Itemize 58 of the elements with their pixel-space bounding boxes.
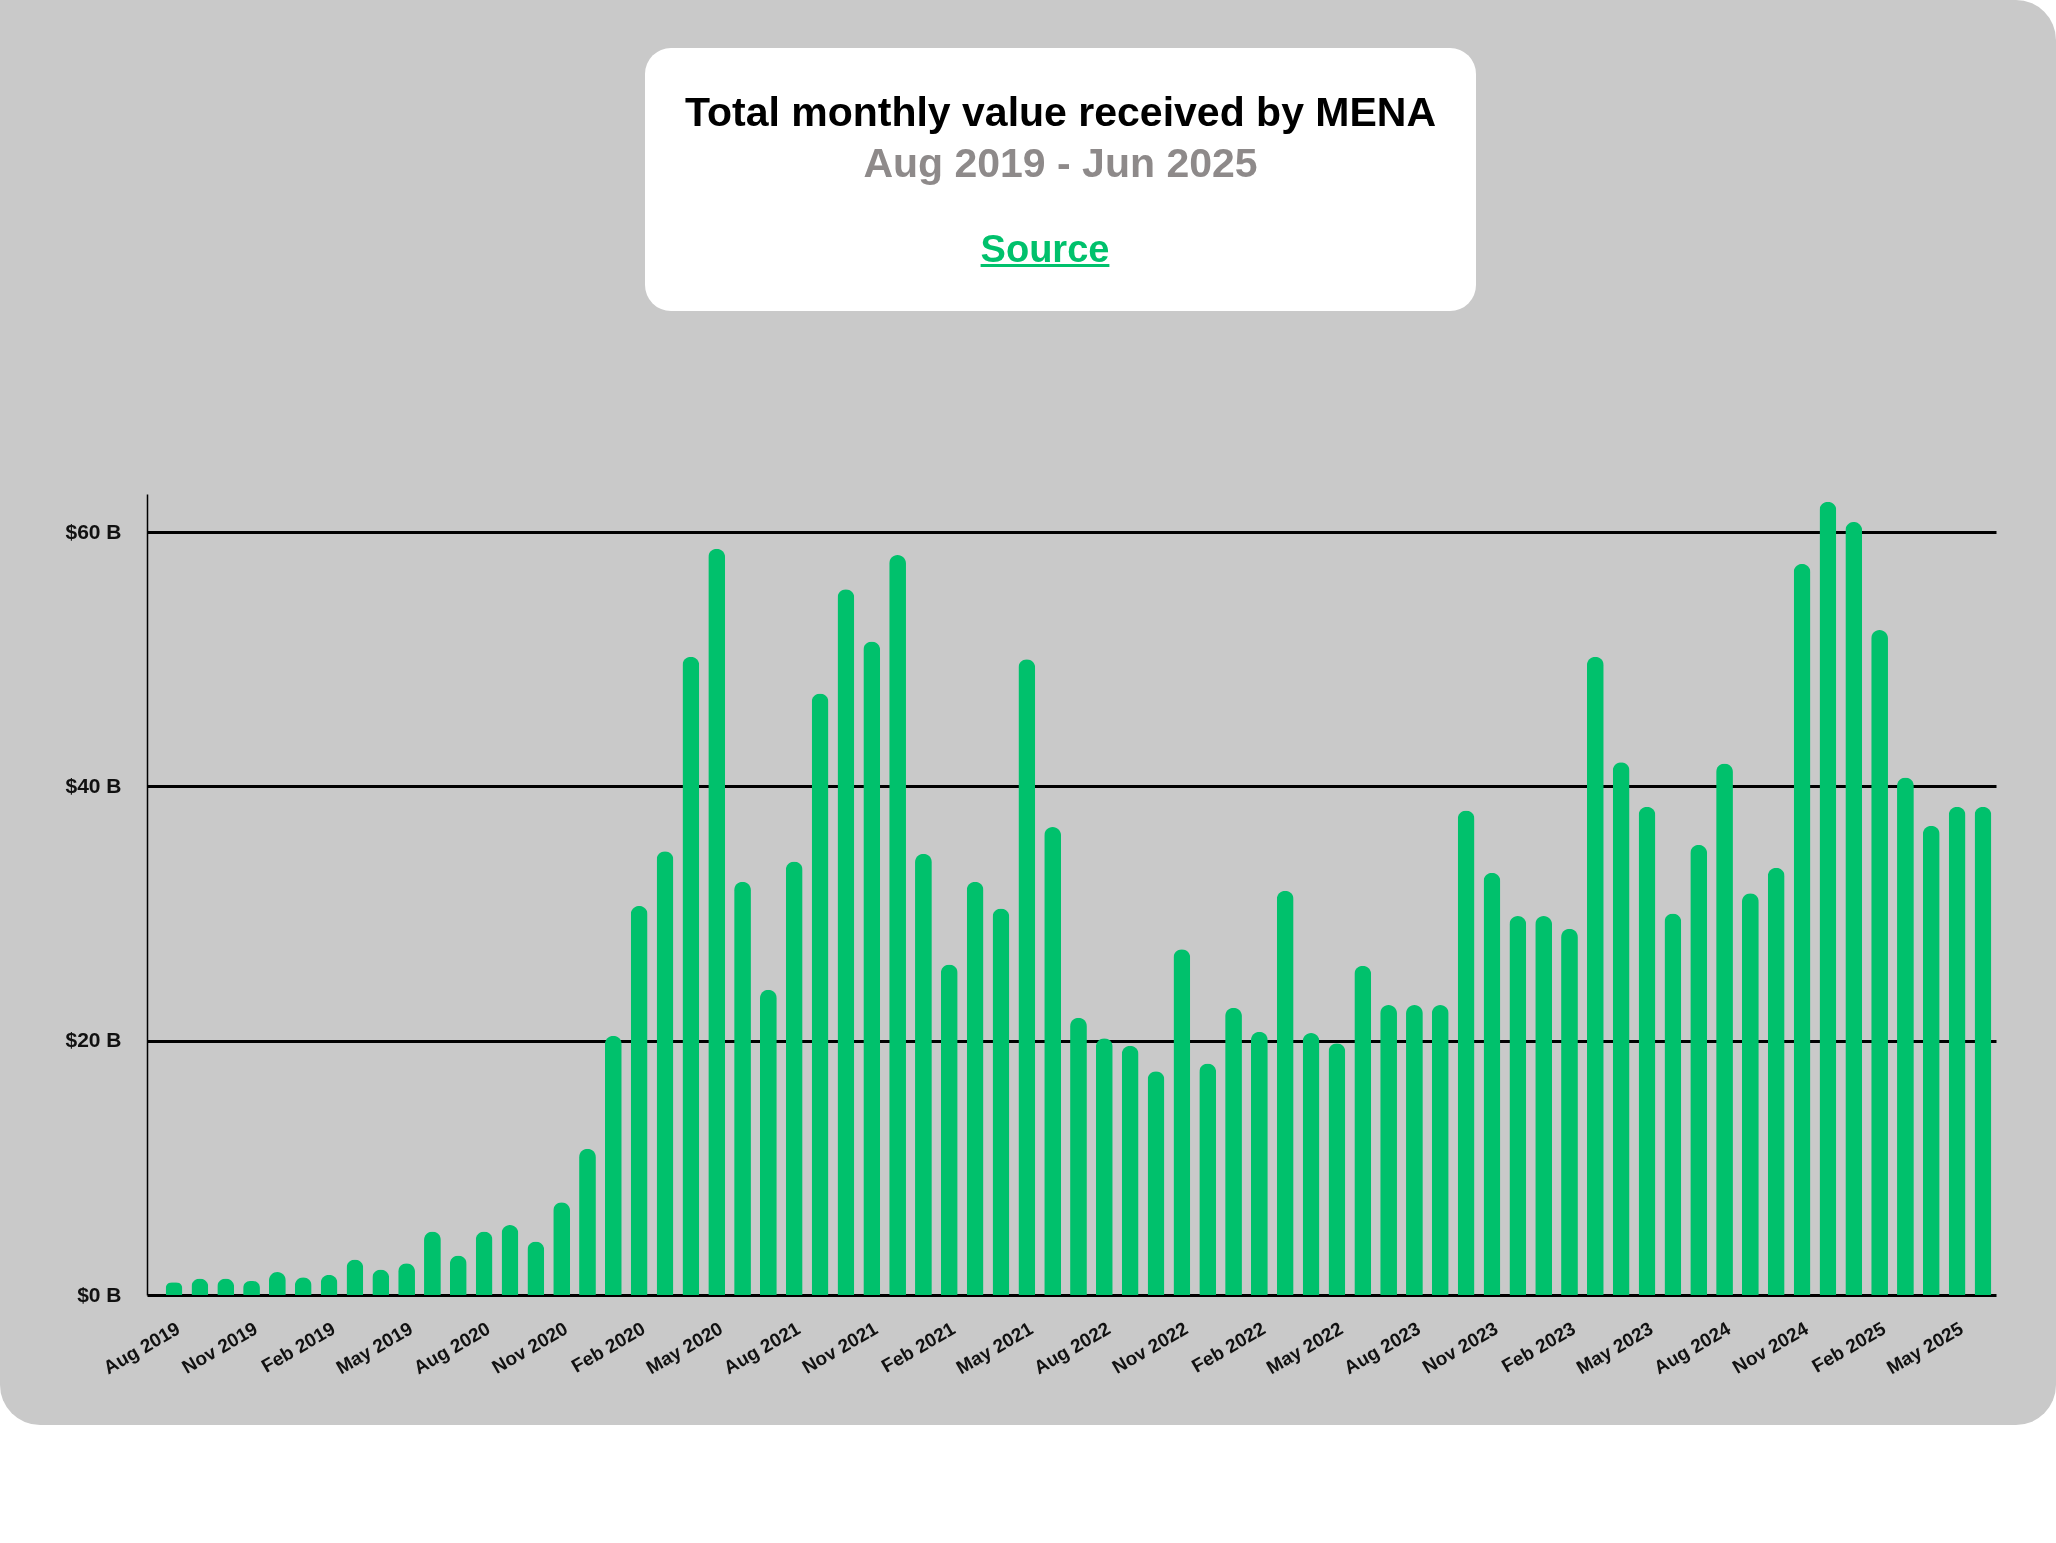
bar	[1509, 916, 1527, 1295]
y-tick-label: $60 B	[65, 519, 122, 543]
bar	[1612, 762, 1630, 1295]
bar	[1974, 806, 1992, 1295]
chart-title: Total monthly value received by MENA	[683, 89, 1438, 135]
bar	[785, 861, 803, 1295]
y-tick-label: $20 B	[65, 1028, 122, 1052]
bar	[1147, 1071, 1165, 1295]
bar	[475, 1231, 493, 1295]
bar	[630, 905, 648, 1295]
bar	[1845, 521, 1863, 1295]
bar	[1044, 827, 1062, 1295]
bar	[1431, 1005, 1449, 1295]
y-tick-label: $40 B	[65, 773, 122, 797]
bar	[1173, 949, 1191, 1295]
bar	[682, 656, 700, 1295]
x-tick-label: Nov 2019	[178, 1317, 262, 1378]
y-tick-label: $0 B	[77, 1282, 122, 1306]
chart-subtitle: Aug 2019 - Jun 2025	[862, 140, 1259, 186]
bar	[863, 641, 881, 1295]
text: Source	[979, 228, 1111, 270]
bar	[1922, 825, 1940, 1295]
bar	[1250, 1031, 1268, 1295]
bar	[1741, 893, 1759, 1295]
bar	[449, 1255, 467, 1295]
bar	[1354, 965, 1372, 1295]
bar	[1483, 872, 1501, 1295]
bar	[553, 1202, 571, 1295]
x-tick-label: Nov 2020	[488, 1317, 572, 1378]
bar	[940, 964, 958, 1295]
bar	[966, 881, 984, 1295]
bar	[1535, 916, 1553, 1295]
bar	[1664, 913, 1682, 1295]
bar	[1199, 1063, 1217, 1295]
bar	[1328, 1043, 1346, 1295]
bar	[1457, 810, 1475, 1295]
bar	[656, 851, 674, 1295]
bar	[837, 589, 855, 1295]
bar	[604, 1035, 622, 1295]
bar	[1793, 563, 1811, 1295]
bar	[1276, 890, 1294, 1295]
bar	[1638, 806, 1656, 1295]
bar	[1121, 1045, 1139, 1295]
bar	[1819, 501, 1837, 1295]
bar	[759, 989, 777, 1295]
bar	[708, 548, 726, 1295]
bar	[1406, 1005, 1423, 1295]
bar	[1948, 806, 1966, 1295]
bar	[992, 908, 1010, 1295]
bar	[1095, 1038, 1113, 1295]
bar	[1690, 844, 1708, 1295]
bar	[1018, 659, 1036, 1295]
bar	[811, 693, 829, 1295]
bar	[1302, 1033, 1320, 1295]
bar	[527, 1241, 545, 1295]
bar	[501, 1225, 519, 1295]
bar	[1586, 656, 1604, 1295]
bar	[1767, 867, 1785, 1295]
